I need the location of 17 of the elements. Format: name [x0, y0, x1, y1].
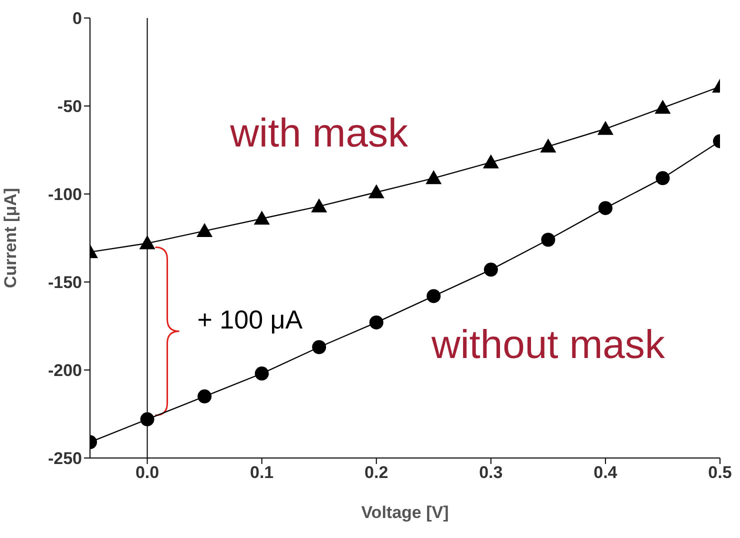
- x-tick-label: 0.2: [364, 463, 388, 482]
- series-label: with mask: [229, 111, 409, 156]
- x-tick-label: 0.5: [708, 463, 732, 482]
- x-axis-title: Voltage [V]: [361, 503, 449, 522]
- x-tick-label: 0.0: [135, 463, 160, 482]
- x-tick-label: 0.4: [594, 463, 618, 482]
- y-tick-label: -150: [48, 273, 82, 292]
- y-axis-title: Current [μA]: [1, 188, 20, 288]
- y-tick-label: -100: [48, 185, 82, 204]
- y-tick-label: -200: [48, 361, 82, 380]
- annotation: + 100 μA: [197, 304, 304, 335]
- y-tick-label: -50: [57, 97, 82, 116]
- series-label: without mask: [430, 323, 666, 368]
- y-tick-label: 0: [72, 9, 82, 28]
- x-tick-label: 0.3: [479, 463, 503, 482]
- x-tick-label: 0.1: [250, 463, 274, 482]
- y-tick-label: -250: [48, 449, 82, 468]
